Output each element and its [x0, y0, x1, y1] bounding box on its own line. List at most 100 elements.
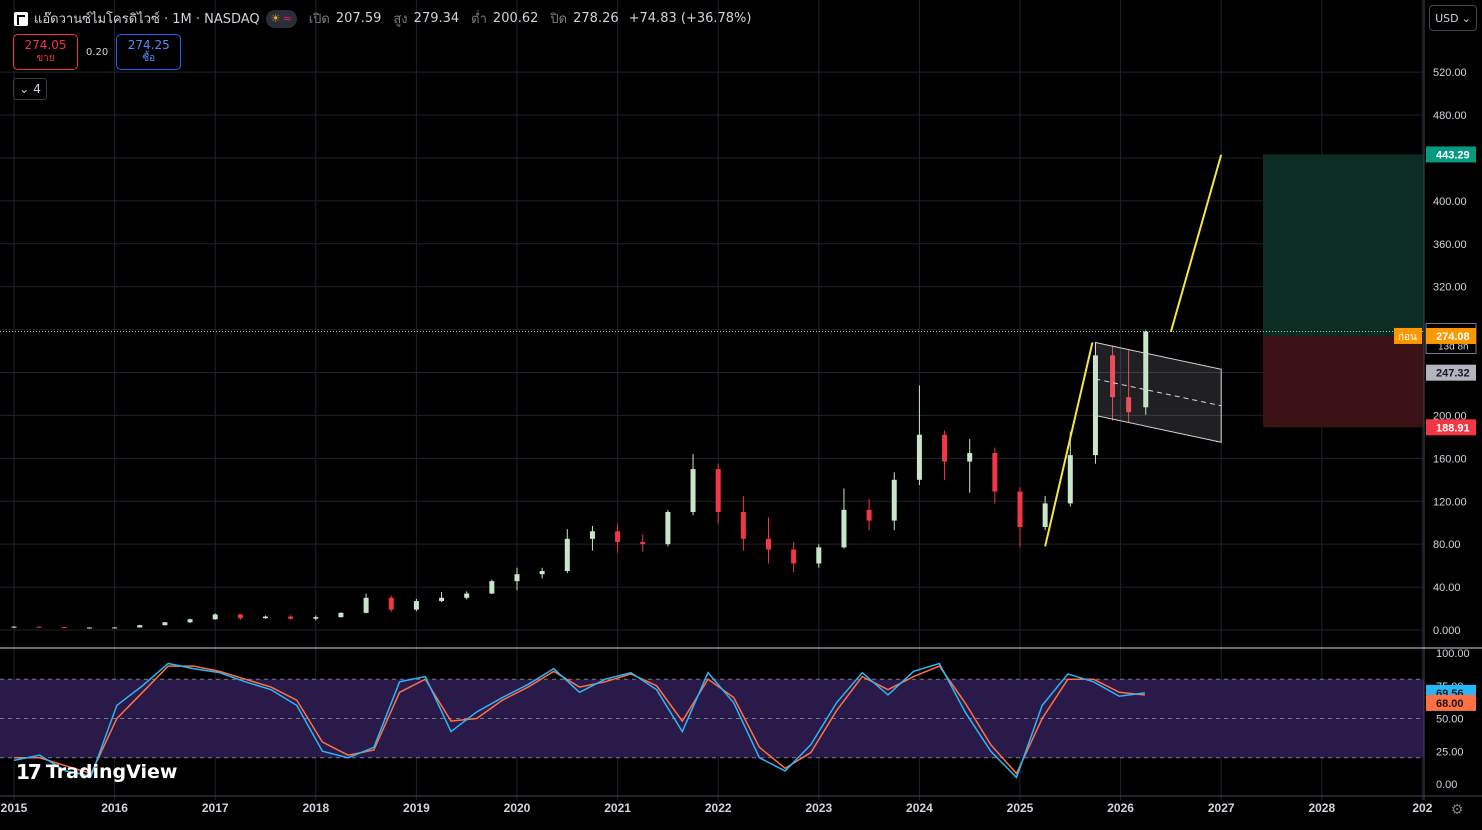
candle-body: [439, 597, 445, 602]
candle: [1126, 348, 1132, 423]
candle: [1017, 487, 1023, 548]
high-value: 279.34: [413, 11, 460, 26]
candle-body: [212, 614, 218, 620]
projection-line: [1169, 154, 1223, 333]
entry-price-tag: 274.08: [1436, 331, 1470, 343]
candle: [413, 598, 419, 612]
price-tick-label: 400.00: [1433, 196, 1467, 208]
wave-icon: ≈: [282, 12, 292, 25]
price-tick-label: 120.00: [1433, 496, 1467, 508]
target-price-tag-bg: [1426, 146, 1476, 163]
entry-price-tag-bg: [1426, 327, 1476, 344]
low-value: 200.62: [492, 11, 539, 26]
candle-body: [891, 479, 897, 521]
change-value: +74.83 (+36.78%): [628, 11, 752, 26]
time-tick-label: 2017: [202, 801, 229, 815]
trade-panel: 274.05 ขาย 0.20 274.25 ซื้อ: [13, 34, 182, 70]
candle: [816, 544, 822, 568]
symbol-title[interactable]: แอ๊ดวานซ์ไมโครดิไวซ์ · 1M · NASDAQ: [34, 12, 260, 27]
candle: [942, 430, 948, 480]
candle: [640, 534, 646, 552]
tradingview-mark-icon: 17: [16, 760, 42, 784]
time-tick-label: 2026: [1107, 801, 1134, 815]
currency-label: USD: [1435, 11, 1459, 25]
candle: [86, 627, 92, 629]
price-tick-label: 480.00: [1433, 110, 1467, 122]
time-tick-label: 2018: [302, 801, 329, 815]
candle: [891, 472, 897, 531]
candle-body: [36, 626, 42, 628]
candle: [187, 618, 193, 624]
candle-body: [1143, 331, 1149, 408]
countdown-tag: 13d 8h: [1438, 341, 1469, 352]
candle-body: [363, 597, 369, 613]
candle-body: [589, 531, 595, 539]
channel-midline: [1095, 378, 1222, 407]
candle: [866, 499, 872, 531]
stoch-tick-label: 0.00: [1436, 779, 1457, 791]
candle: [992, 447, 998, 504]
candle-body: [992, 452, 998, 492]
candle: [489, 579, 495, 595]
candle-body: [841, 509, 847, 548]
candle: [615, 523, 621, 553]
candle: [388, 595, 394, 612]
candle: [137, 624, 143, 628]
candle: [263, 615, 268, 619]
candle-body: [61, 627, 67, 629]
candle-body: [866, 509, 872, 521]
candle: [740, 495, 746, 551]
time-tick-label: 2023: [805, 801, 832, 815]
candle: [564, 529, 570, 574]
indicators-toggle[interactable]: ⌄ 4: [13, 78, 47, 100]
candle: [514, 567, 520, 591]
time-tick-label: 2027: [1208, 801, 1235, 815]
candle-body: [916, 434, 922, 480]
candle: [690, 454, 696, 516]
time-tick-label: 2020: [504, 801, 531, 815]
time-tick-label: 2028: [1308, 801, 1335, 815]
stop-zone: [1263, 335, 1424, 428]
session-badge[interactable]: ☀ ≈: [265, 9, 297, 28]
open-label: เปิด: [308, 12, 330, 27]
currency-select[interactable]: USD ⌄: [1429, 5, 1477, 31]
candle: [288, 614, 294, 620]
gear-icon[interactable]: ⚙: [1450, 802, 1464, 818]
candles: [11, 330, 1149, 629]
time-tick-label: 2015: [1, 801, 28, 815]
candle-body: [816, 547, 822, 564]
candle-body: [187, 619, 193, 623]
risk-reward-zones: [0, 154, 1424, 428]
candle-body: [1042, 503, 1048, 528]
candle: [589, 525, 595, 551]
candle-body: [288, 616, 294, 619]
buy-button[interactable]: 274.25 ซื้อ: [116, 34, 182, 70]
entry-label: ก่อน: [1398, 332, 1417, 343]
stoch-d-tag: 68.00: [1436, 698, 1464, 710]
candle: [1042, 495, 1048, 531]
candle-body: [388, 597, 394, 610]
buy-label: ซื้อ: [142, 53, 156, 64]
candle: [363, 593, 369, 614]
candle: [539, 567, 545, 579]
drawing-annotations: [1044, 154, 1223, 547]
candle-body: [86, 627, 92, 629]
close-label: ปิด: [550, 12, 568, 27]
candle: [237, 613, 243, 620]
candle-body: [237, 614, 243, 619]
candle: [1067, 431, 1073, 507]
candle: [841, 488, 847, 549]
sell-button[interactable]: 274.05 ขาย: [13, 34, 78, 70]
stochastic-pane: [0, 662, 1424, 779]
candle-body: [137, 625, 143, 628]
indicator-count: 4: [33, 82, 41, 96]
sun-icon: ☀: [270, 12, 281, 25]
exchange-logo-icon: [14, 11, 28, 26]
candle: [112, 627, 118, 629]
candle-body: [1017, 491, 1023, 528]
stoch-tick-label: 25.00: [1436, 746, 1464, 758]
time-tick-label: 2025: [1007, 801, 1034, 815]
flagpole-line: [1044, 342, 1094, 547]
